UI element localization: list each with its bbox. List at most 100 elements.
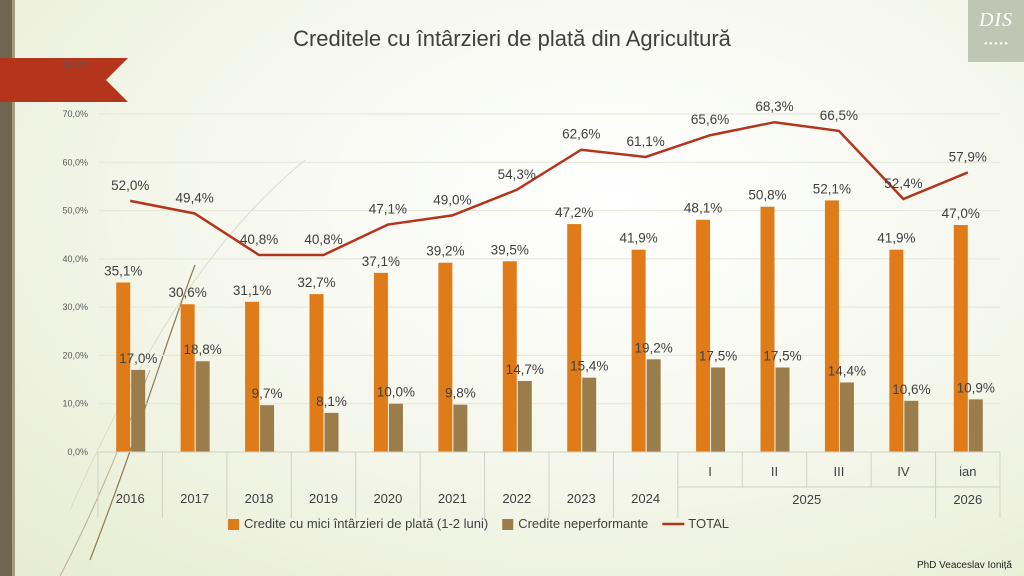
bar-short-delay [116,282,131,452]
bar-data-label: 52,1% [813,181,851,196]
left-decor-bar [0,0,12,576]
bar-data-label: 14,4% [828,363,866,378]
line-data-label: 52,0% [111,178,149,193]
bar-data-label: 39,2% [426,244,464,259]
category-label: 2024 [631,491,660,506]
bar-data-label: 18,8% [184,342,222,357]
bar-nonperforming [260,405,275,452]
bar-data-label: 10,6% [892,382,930,397]
bar-data-label: 41,9% [620,231,658,246]
bar-data-label: 9,7% [252,386,283,401]
line-data-label: 61,1% [627,134,665,149]
total-line [129,120,969,257]
legend-label: TOTAL [688,516,729,531]
bar-nonperforming [517,381,532,452]
bar-nonperforming [646,359,661,452]
category-label: 2022 [502,491,531,506]
bar-data-label: 17,0% [119,351,157,366]
y-tick-label: 20,0% [62,350,88,360]
bar-nonperforming [131,369,146,452]
bar-short-delay [567,224,582,452]
bar-short-delay [889,249,904,452]
line-data-label: 54,3% [498,167,536,182]
left-decor-stripe [12,0,15,576]
bar-series [116,200,983,452]
category-label: 2023 [567,491,596,506]
bar-short-delay [760,206,775,452]
group-label: 2025 [792,492,821,507]
bar-data-label: 47,2% [555,205,593,220]
data-labels: 35,1% 17,0% 30,6% 18,8% 31,1% 9,7% 32,7% 8,1% 37… [104,99,995,409]
bar-short-delay [824,200,839,452]
bar-nonperforming [388,403,403,452]
bar-nonperforming [195,361,210,452]
y-tick-label: 70,0% [62,109,88,119]
category-label: 2019 [309,491,338,506]
bar-data-label: 48,1% [684,201,722,216]
line-data-label: 49,4% [176,190,214,205]
category-label: 2016 [116,491,145,506]
bar-nonperforming [775,367,790,452]
bar-short-delay [309,294,324,452]
category-label: IV [897,464,910,479]
line-data-label: 57,9% [949,149,987,164]
group-label: 2026 [953,492,982,507]
bar-nonperforming [453,404,468,452]
author-credit: PhD Veaceslav Ioniță [916,560,1012,571]
bar-data-label: 15,4% [570,359,608,374]
legend: Credite cu mici întârzieri de plată (1-2… [228,516,729,531]
category-label: 2018 [245,491,274,506]
line-data-label: 65,6% [691,112,729,127]
bar-short-delay [696,219,711,452]
bar-short-delay [631,249,646,452]
legend-label: Credite neperformante [518,516,648,531]
category-label: 2020 [373,491,402,506]
line-data-label: 40,8% [240,232,278,247]
bar-data-label: 17,5% [763,349,801,364]
y-tick-label: 30,0% [62,302,88,312]
bar-data-label: 31,1% [233,283,271,298]
category-label: III [834,464,845,479]
y-tick-label: 40,0% [62,254,88,264]
bar-nonperforming [324,412,339,452]
bar-data-label: 39,5% [491,242,529,257]
bar-nonperforming [968,399,983,452]
bar-data-label: 17,5% [699,349,737,364]
bar-short-delay [953,225,968,452]
category-label: II [771,464,778,479]
y-tick-label: 80,0% [62,59,88,69]
legend-swatch [228,519,239,530]
bar-data-label: 37,1% [362,254,400,269]
bar-data-label: 30,6% [169,285,207,300]
bar-short-delay [438,262,453,452]
y-tick-label: 0,0% [67,447,88,457]
line-data-label: 47,1% [369,202,407,217]
bar-short-delay [245,301,260,452]
bar-data-label: 9,8% [445,386,476,401]
total-line-series [129,120,969,257]
legend-swatch [502,519,514,530]
bar-data-label: 35,1% [104,264,142,279]
bar-data-label: 50,8% [748,188,786,203]
logo-text: DIS [978,9,1014,31]
bar-nonperforming [711,367,726,452]
bar-nonperforming [839,382,854,452]
bar-short-delay [373,272,388,452]
bar-data-label: 47,0% [942,206,980,221]
legend-label: Credite cu mici întârzieri de plată (1-2… [244,516,488,531]
line-data-label: 52,4% [884,176,922,191]
y-tick-label: 10,0% [62,399,88,409]
bar-data-label: 10,0% [377,385,415,400]
category-label: 2017 [180,491,209,506]
chart-title: Creditele cu întârzieri de plată din Agr… [293,26,731,51]
category-label: 2021 [438,491,467,506]
y-tick-label: 50,0% [62,206,88,216]
bar-nonperforming [582,377,597,452]
bar-data-label: 8,1% [316,394,347,409]
bar-data-label: 32,7% [297,275,335,290]
bar-data-label: 10,9% [957,380,995,395]
line-data-label: 62,6% [562,127,600,142]
bar-data-label: 14,7% [506,362,544,377]
